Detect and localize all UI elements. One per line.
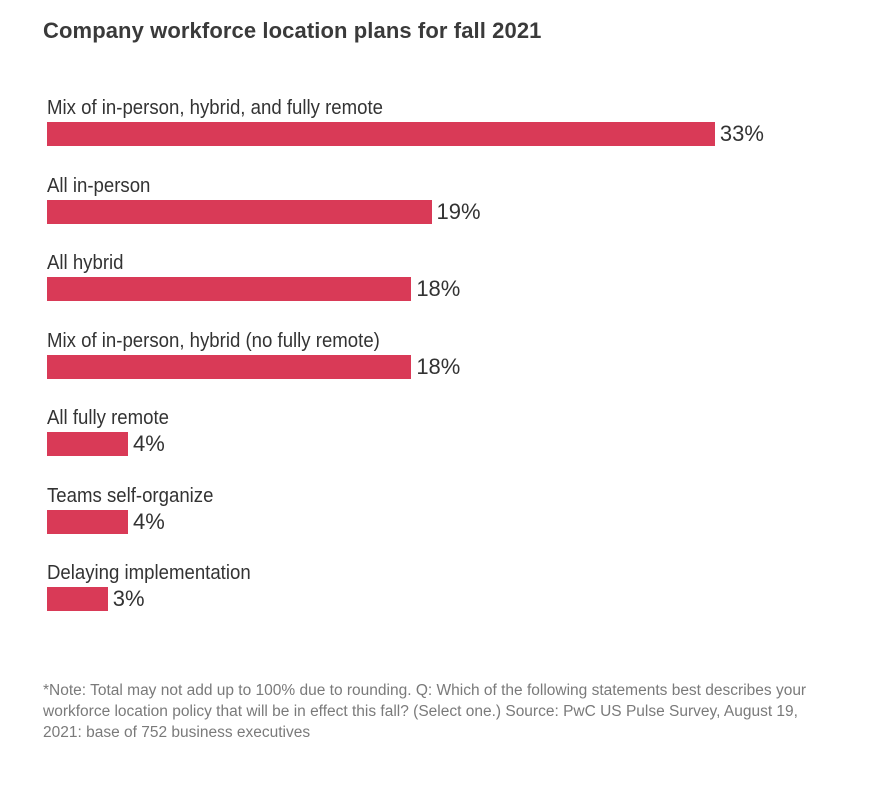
bar bbox=[47, 199, 432, 224]
bar-group: All hybrid 18% bbox=[47, 251, 847, 329]
bar-label: All fully remote bbox=[47, 407, 169, 429]
bar bbox=[47, 122, 715, 146]
bar-label: All in-person bbox=[47, 174, 151, 197]
bar-row: 18% bbox=[47, 277, 460, 301]
bar-label: Teams self-organize bbox=[47, 484, 214, 507]
bar-value-label: 3% bbox=[112, 586, 145, 611]
bar-group: All fully remote 4% bbox=[47, 406, 847, 484]
bar-chart: Mix of in-person, hybrid, and fully remo… bbox=[47, 96, 847, 639]
bar-group: Teams self-organize 4% bbox=[47, 484, 847, 562]
bar bbox=[47, 432, 128, 456]
bar-group: All in-person 19% bbox=[47, 174, 847, 252]
bar-label: Mix of in-person, hybrid (no fully remot… bbox=[47, 329, 380, 352]
bar bbox=[47, 509, 128, 534]
bar-value-label: 4% bbox=[132, 508, 165, 534]
footnote: *Note: Total may not add up to 100% due … bbox=[43, 682, 807, 741]
bar-label: All hybrid bbox=[47, 252, 124, 274]
bar-row: 19% bbox=[47, 198, 481, 224]
bar bbox=[47, 587, 108, 611]
bar-value-label: 4% bbox=[132, 431, 165, 456]
bar-row: 4% bbox=[47, 432, 165, 456]
bar-row: 33% bbox=[47, 122, 764, 146]
bar-label: Delaying implementation bbox=[47, 562, 251, 584]
bar bbox=[47, 277, 412, 301]
bar-group: Mix of in-person, hybrid, and fully remo… bbox=[47, 96, 847, 174]
chart-title: Company workforce location plans for fal… bbox=[43, 18, 542, 43]
bar bbox=[47, 354, 412, 379]
bar-group: Delaying implementation 3% bbox=[47, 561, 847, 639]
bar-row: 4% bbox=[47, 508, 165, 534]
bar-value-label: 18% bbox=[416, 353, 461, 379]
bar-value-label: 33% bbox=[719, 121, 764, 146]
bar-label: Mix of in-person, hybrid, and fully remo… bbox=[47, 97, 383, 119]
bar-value-label: 18% bbox=[416, 276, 461, 301]
bar-row: 18% bbox=[47, 353, 461, 379]
bar-row: 3% bbox=[47, 587, 145, 611]
bar-value-label: 19% bbox=[436, 198, 481, 224]
bar-group: Mix of in-person, hybrid (no fully remot… bbox=[47, 329, 847, 407]
